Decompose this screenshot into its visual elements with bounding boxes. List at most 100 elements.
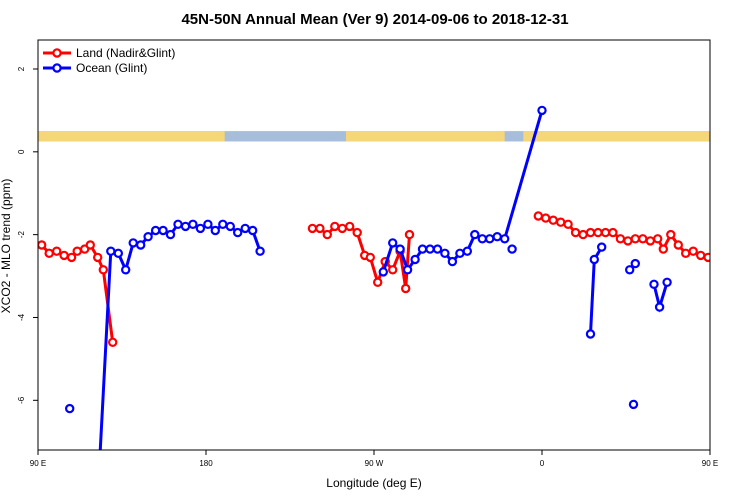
x-tick-label: 0 bbox=[540, 459, 545, 468]
data-point bbox=[455, 248, 465, 258]
data-point bbox=[440, 248, 450, 258]
data-point bbox=[585, 329, 596, 339]
data-point bbox=[395, 244, 405, 254]
series-line bbox=[98, 222, 262, 450]
data-point bbox=[203, 219, 213, 229]
data-point bbox=[681, 248, 691, 258]
data-point bbox=[696, 250, 706, 261]
data-point bbox=[662, 277, 672, 287]
data-point bbox=[345, 221, 355, 232]
data-point bbox=[541, 213, 551, 223]
data-point bbox=[589, 254, 600, 265]
data-point bbox=[593, 227, 603, 238]
data-point bbox=[128, 238, 138, 248]
data-point bbox=[113, 248, 124, 258]
data-point bbox=[492, 231, 502, 242]
data-point bbox=[470, 229, 480, 240]
data-point bbox=[195, 223, 206, 234]
data-point bbox=[402, 265, 413, 275]
data-point bbox=[404, 229, 415, 240]
data-point bbox=[585, 227, 596, 238]
data-point bbox=[322, 229, 332, 240]
data-point bbox=[608, 227, 618, 238]
data-point bbox=[135, 240, 146, 250]
data-point bbox=[188, 219, 198, 229]
series-1 bbox=[64, 105, 750, 466]
data-point bbox=[44, 248, 54, 258]
legend-label: Ocean (Glint) bbox=[76, 61, 147, 75]
data-point bbox=[107, 337, 118, 347]
data-point bbox=[653, 234, 663, 244]
data-point bbox=[432, 244, 443, 254]
data-point bbox=[597, 242, 607, 252]
data-point bbox=[365, 252, 375, 263]
y-tick-label: 2 bbox=[17, 66, 26, 71]
land-strip-segment bbox=[38, 131, 225, 142]
plot-clip-group bbox=[38, 105, 750, 466]
data-point bbox=[307, 223, 318, 234]
y-axis-title: XCO2 - MLO trend (ppm) bbox=[0, 179, 13, 314]
y-tick-label: -2 bbox=[17, 231, 26, 239]
x-tick-label: 90 E bbox=[30, 459, 46, 468]
legend: Land (Nadir&Glint)Ocean (Glint) bbox=[43, 46, 175, 75]
data-point bbox=[666, 229, 676, 240]
data-point bbox=[485, 234, 495, 244]
data-point bbox=[563, 219, 573, 229]
data-point bbox=[742, 248, 749, 255]
legend-label: Land (Nadir&Glint) bbox=[76, 46, 175, 60]
data-point bbox=[658, 244, 669, 254]
data-point bbox=[337, 223, 347, 234]
land-strip-segment bbox=[346, 131, 505, 142]
data-point bbox=[645, 236, 656, 246]
data-point bbox=[388, 238, 398, 248]
data-point bbox=[92, 252, 103, 263]
series-0 bbox=[38, 211, 741, 347]
chart-title: 45N-50N Annual Mean (Ver 9) 2014-09-06 t… bbox=[181, 11, 568, 28]
data-point bbox=[703, 252, 710, 263]
data-point bbox=[673, 240, 684, 250]
data-point bbox=[734, 459, 741, 466]
data-point bbox=[240, 223, 250, 234]
data-point bbox=[180, 221, 191, 232]
data-point bbox=[727, 239, 734, 246]
data-point bbox=[625, 265, 635, 275]
data-point bbox=[500, 234, 510, 244]
data-point bbox=[401, 283, 411, 294]
series-line bbox=[738, 231, 750, 463]
data-point bbox=[725, 405, 732, 412]
data-point bbox=[570, 227, 581, 238]
data-point bbox=[247, 225, 258, 236]
data-point bbox=[425, 244, 435, 254]
data-point bbox=[72, 246, 82, 256]
data-point bbox=[158, 225, 168, 236]
data-point bbox=[150, 225, 161, 236]
data-point bbox=[373, 277, 383, 287]
data-point bbox=[548, 215, 558, 225]
data-point bbox=[623, 236, 633, 246]
data-point bbox=[477, 234, 487, 244]
data-point bbox=[165, 229, 176, 240]
data-point bbox=[410, 254, 420, 265]
data-point bbox=[66, 252, 77, 263]
land-strip-segment bbox=[523, 131, 710, 142]
x-axis-title: Longitude (deg E) bbox=[326, 476, 421, 490]
data-point bbox=[388, 265, 398, 275]
series-line bbox=[40, 242, 115, 343]
data-point bbox=[417, 244, 428, 254]
data-point bbox=[649, 279, 659, 289]
legend-marker bbox=[52, 63, 62, 73]
data-point bbox=[210, 225, 220, 236]
data-point bbox=[352, 227, 362, 238]
data-point bbox=[537, 105, 547, 116]
data-point bbox=[578, 229, 588, 240]
data-point bbox=[85, 240, 96, 250]
data-point bbox=[712, 248, 719, 255]
data-point bbox=[628, 399, 639, 410]
data-point bbox=[98, 265, 109, 275]
legend-marker bbox=[52, 48, 62, 58]
data-point bbox=[533, 211, 544, 221]
data-point bbox=[734, 254, 741, 261]
data-point bbox=[59, 250, 69, 261]
data-point bbox=[638, 234, 648, 244]
